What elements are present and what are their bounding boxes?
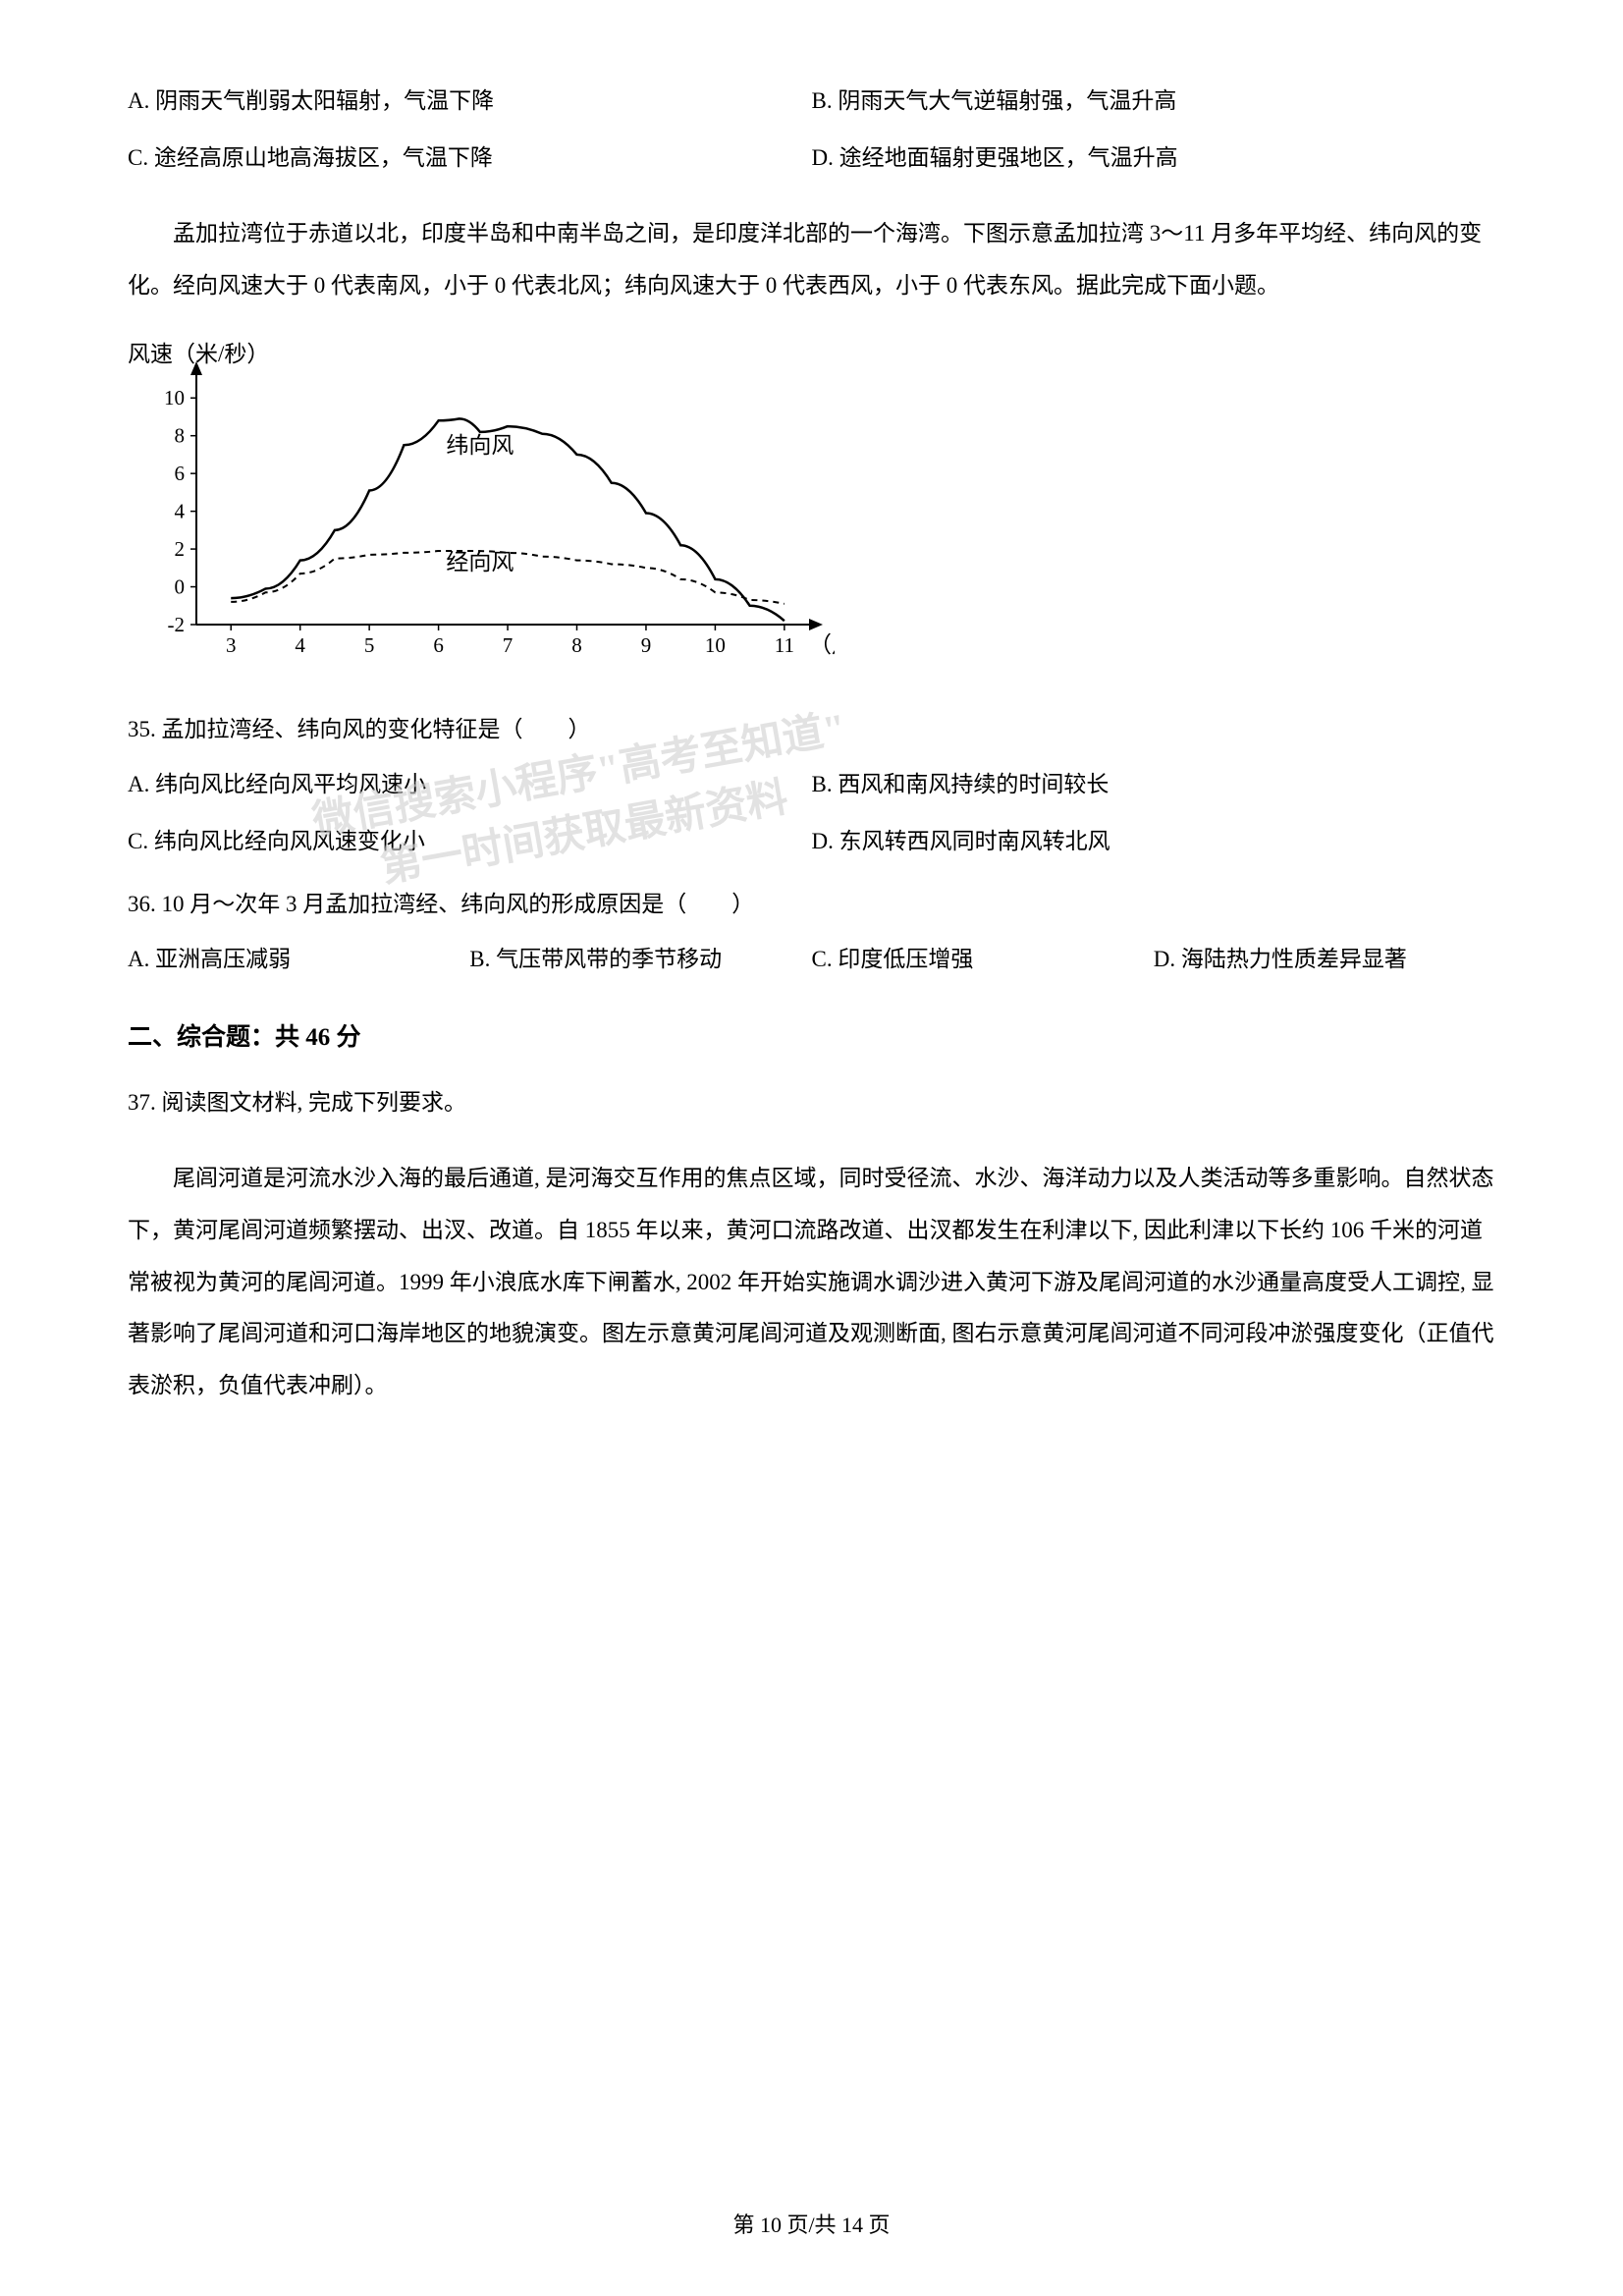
page-number: 第 10 页/共 14 页 xyxy=(0,2204,1623,2247)
option-b: B. 阴雨天气大气逆辐射强，气温升高 xyxy=(812,79,1496,124)
svg-text:6: 6 xyxy=(433,633,444,657)
q36-stem: 36. 10 月～次年 3 月孟加拉湾经、纬向风的形成原因是（ ） xyxy=(128,882,1495,927)
svg-text:（月）: （月） xyxy=(809,632,835,657)
option-d: D. 途经地面辐射更强地区，气温升高 xyxy=(812,136,1496,181)
q36-opt-a: A. 亚洲高压减弱 xyxy=(128,937,469,982)
q37-passage: 尾闾河道是河流水沙入海的最后通道, 是河海交互作用的焦点区域，同时受径流、水沙、… xyxy=(128,1153,1495,1412)
svg-text:2: 2 xyxy=(175,537,186,561)
svg-text:8: 8 xyxy=(571,633,582,657)
chart-svg: 风速（米/秒） -2 0 2 4 6 8 10 3 4 5 6 7 8 9 10 11 （月） 纬向风经向风 xyxy=(128,340,835,674)
q35-opt-a: A. 纬向风比经向风平均风速小 xyxy=(128,762,812,807)
q35-opt-c: C. 纬向风比经向风风速变化小 xyxy=(128,819,812,864)
svg-text:-2: -2 xyxy=(168,613,186,636)
svg-text:9: 9 xyxy=(641,633,652,657)
q36-opt-c: C. 印度低压增强 xyxy=(812,937,1154,982)
option-c: C. 途经高原山地高海拔区，气温下降 xyxy=(128,136,812,181)
q37-stem: 37. 阅读图文材料, 完成下列要求。 xyxy=(128,1080,1495,1125)
svg-text:10: 10 xyxy=(164,386,185,410)
svg-text:4: 4 xyxy=(175,499,186,522)
svg-text:6: 6 xyxy=(175,462,186,485)
svg-text:8: 8 xyxy=(175,423,186,447)
svg-text:经向风: 经向风 xyxy=(446,550,514,574)
svg-text:11: 11 xyxy=(775,633,794,657)
passage-1: 孟加拉湾位于赤道以北，印度半岛和中南半岛之间，是印度洋北部的一个海湾。下图示意孟… xyxy=(128,208,1495,312)
wind-chart: 风速（米/秒） -2 0 2 4 6 8 10 3 4 5 6 7 8 9 10 11 （月） 纬向风经向风 xyxy=(128,340,1495,689)
svg-text:5: 5 xyxy=(364,633,375,657)
svg-text:10: 10 xyxy=(705,633,726,657)
q36-opt-b: B. 气压带风带的季节移动 xyxy=(469,937,811,982)
q36-opt-d: D. 海陆热力性质差异显著 xyxy=(1154,937,1495,982)
svg-text:7: 7 xyxy=(503,633,513,657)
q35-stem: 35. 孟加拉湾经、纬向风的变化特征是（ ） xyxy=(128,707,1495,752)
svg-text:风速（米/秒）: 风速（米/秒） xyxy=(128,342,269,366)
section-2-header: 二、综合题：共 46 分 xyxy=(128,1013,1495,1063)
q35-opt-d: D. 东风转西风同时南风转北风 xyxy=(812,819,1496,864)
svg-text:4: 4 xyxy=(295,633,305,657)
svg-text:纬向风: 纬向风 xyxy=(446,433,514,458)
svg-text:0: 0 xyxy=(175,574,186,598)
q35-opt-b: B. 西风和南风持续的时间较长 xyxy=(812,762,1496,807)
svg-text:3: 3 xyxy=(226,633,237,657)
option-a: A. 阴雨天气削弱太阳辐射，气温下降 xyxy=(128,79,812,124)
